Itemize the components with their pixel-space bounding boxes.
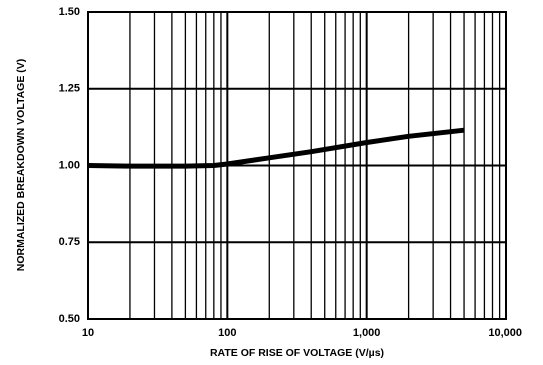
x-axis-title: RATE OF RISE OF VOLTAGE (V/µs): [210, 347, 384, 359]
y-axis-title: NORMALIZED BREAKDOWN VOLTAGE (V): [15, 59, 27, 272]
breakdown-voltage-line: [87, 127, 465, 169]
y-tick-label: 0.50: [59, 313, 80, 325]
series-layer: [87, 127, 465, 169]
x-tick-label: 10: [82, 327, 94, 339]
y-tick-label: 1.25: [59, 83, 80, 95]
x-tick-labels: 10 100 1,000 10,000: [82, 327, 522, 339]
y-tick-labels: 0.50 0.75 1.00 1.25 1.50: [59, 6, 80, 325]
x-tick-label: 1,000: [353, 327, 381, 339]
x-tick-label: 10,000: [488, 327, 522, 339]
y-tick-label: 0.75: [59, 236, 80, 248]
y-tick-label: 1.00: [59, 159, 80, 171]
x-tick-label: 100: [218, 327, 236, 339]
y-tick-label: 1.50: [59, 6, 80, 18]
